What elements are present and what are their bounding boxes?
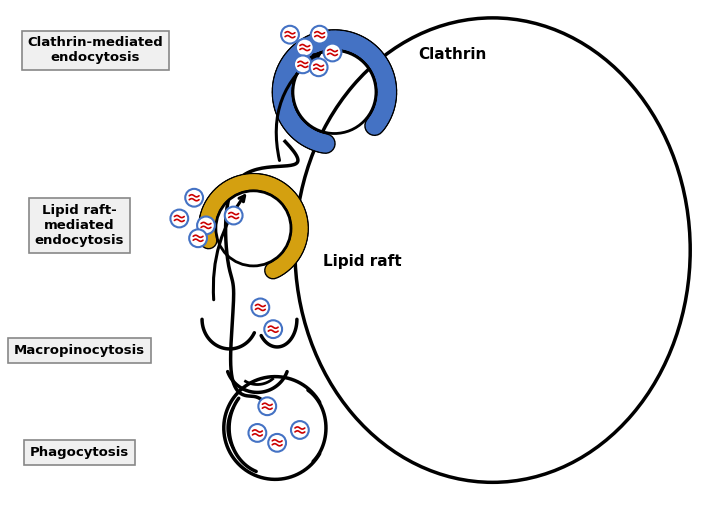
Text: Lipid raft: Lipid raft xyxy=(323,254,401,269)
Text: Clathrin: Clathrin xyxy=(418,47,487,62)
Circle shape xyxy=(310,59,328,76)
Circle shape xyxy=(296,38,314,57)
Circle shape xyxy=(324,44,341,61)
Circle shape xyxy=(294,56,312,73)
Circle shape xyxy=(189,229,207,247)
Circle shape xyxy=(268,434,286,452)
Circle shape xyxy=(171,210,188,227)
Circle shape xyxy=(291,421,309,439)
Circle shape xyxy=(249,424,266,442)
Circle shape xyxy=(185,189,203,207)
Text: Lipid raft-
mediated
endocytosis: Lipid raft- mediated endocytosis xyxy=(35,204,124,247)
Text: Clathrin-mediated
endocytosis: Clathrin-mediated endocytosis xyxy=(28,36,163,64)
Circle shape xyxy=(264,320,282,338)
Circle shape xyxy=(311,26,329,44)
Text: Phagocytosis: Phagocytosis xyxy=(30,446,129,459)
Circle shape xyxy=(224,207,243,224)
Text: Macropinocytosis: Macropinocytosis xyxy=(14,345,145,358)
Circle shape xyxy=(258,398,276,415)
Circle shape xyxy=(281,26,299,44)
Circle shape xyxy=(251,298,269,316)
Circle shape xyxy=(197,216,215,234)
